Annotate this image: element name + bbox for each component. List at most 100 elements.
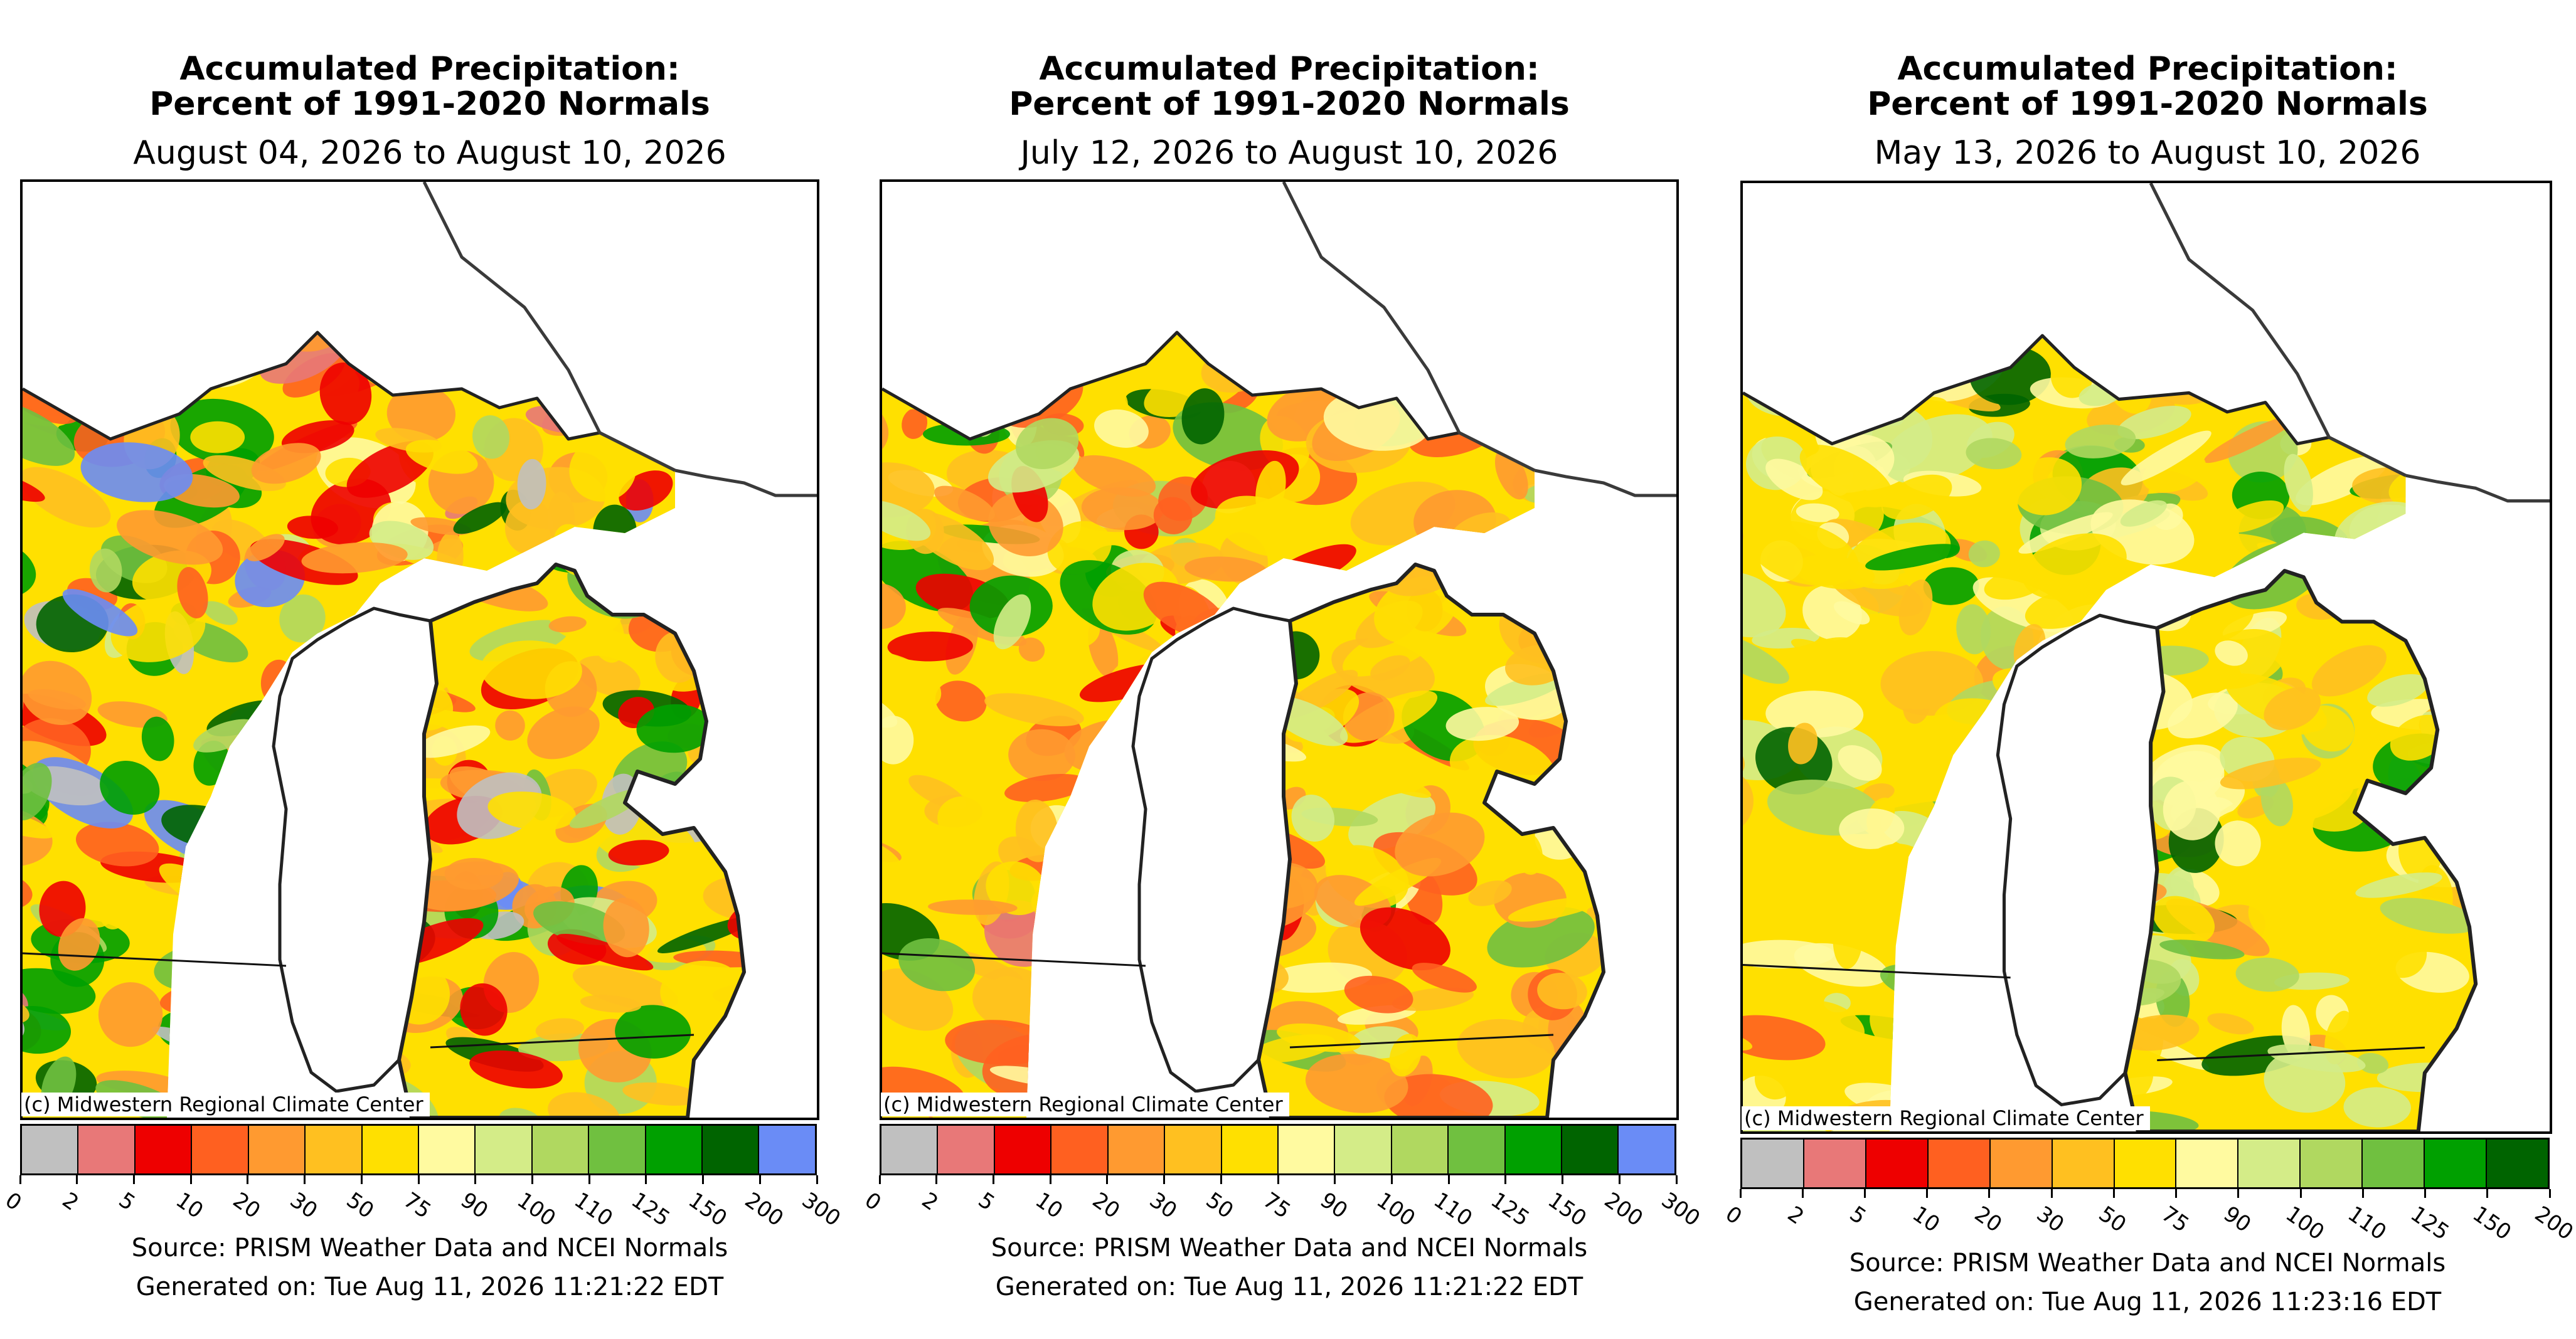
legend-swatch (2363, 1140, 2425, 1187)
legend-tick-label: 150 (2467, 1201, 2516, 1246)
coastline (23, 182, 817, 1118)
legend-tick-mark (758, 1175, 761, 1184)
legend-tick-mark (1049, 1175, 1051, 1184)
color-scale-bar (880, 1124, 1676, 1175)
legend-tick-label: 90 (2218, 1201, 2256, 1238)
panel-title-line2: Percent of 1991-2020 Normals (149, 85, 710, 123)
legend-swatch (938, 1126, 995, 1173)
legend-tick-label: 150 (683, 1187, 732, 1232)
legend-tick-mark (304, 1175, 306, 1184)
legend-swatch (646, 1126, 703, 1173)
legend-tick-mark (474, 1175, 477, 1184)
color-scale-labels: 0 2 5 10 20 30 50 75 90 100 110 125 150 200 300 (1, 1175, 845, 1238)
legend-tick-mark (1334, 1175, 1336, 1184)
legend-tick-label: 5 (114, 1187, 140, 1216)
generated-timestamp: Generated on: Tue Aug 11, 2026 11:21:22 … (136, 1273, 724, 1301)
legend-swatch (306, 1126, 363, 1173)
map-credit: (c) Midwestern Regional Climate Center (1742, 1106, 2150, 1130)
legend-swatch (2238, 1140, 2301, 1187)
legend-tick-label: 100 (513, 1187, 561, 1232)
legend-tick-label: 30 (285, 1187, 322, 1224)
legend-swatch (2176, 1140, 2239, 1187)
legend-tick-mark (1675, 1175, 1678, 1184)
generated-timestamp: Generated on: Tue Aug 11, 2026 11:23:16 … (1853, 1288, 2442, 1316)
legend-tick-mark (360, 1175, 363, 1184)
legend-tick-label: 0 (860, 1187, 886, 1216)
legend-tick-label: 2 (917, 1187, 943, 1216)
legend-tick-mark (1562, 1175, 1564, 1184)
legend-tick-label: 2 (57, 1187, 83, 1216)
color-scale-bar (1740, 1138, 2550, 1189)
legend-tick-label: 50 (342, 1187, 379, 1224)
legend-tick-mark (1618, 1175, 1621, 1184)
legend-swatch (1165, 1126, 1222, 1173)
map-panel-3: Accumulated Precipitation: Percent of 19… (1719, 0, 2576, 1339)
legend-swatch (1619, 1126, 1674, 1173)
legend-tick-label: 50 (1201, 1187, 1238, 1224)
legend-tick-label: 125 (1486, 1187, 1534, 1232)
legend-tick-mark (2486, 1189, 2489, 1198)
legend-swatch (994, 1126, 1052, 1173)
legend-tick-label: 20 (1969, 1201, 2007, 1238)
legend-tick-label: 0 (1720, 1201, 1747, 1230)
legend-tick-mark (189, 1175, 192, 1184)
legend-swatch (1990, 1140, 2053, 1187)
legend-tick-mark (1447, 1175, 1450, 1184)
legend-tick-label: 200 (1600, 1187, 1648, 1232)
legend-tick-label: 90 (1315, 1187, 1352, 1224)
panel-title-line1: Accumulated Precipitation: (1897, 50, 2398, 88)
legend-swatch (1505, 1126, 1563, 1173)
coastline (1743, 183, 2550, 1131)
legend-tick-label: 110 (569, 1187, 618, 1232)
legend-swatch (2114, 1140, 2177, 1187)
legend-swatch (1051, 1126, 1109, 1173)
legend-tick-mark (816, 1175, 818, 1184)
legend-swatch (532, 1126, 590, 1173)
legend-tick-mark (1988, 1189, 1991, 1198)
legend-swatch (22, 1126, 79, 1173)
legend-tick-label: 200 (2530, 1201, 2576, 1246)
date-range: May 13, 2026 to August 10, 2026 (1874, 134, 2421, 172)
legend-tick-label: 2 (1782, 1201, 1809, 1230)
legend-tick-mark (1163, 1175, 1166, 1184)
legend-tick-mark (76, 1175, 78, 1184)
color-scale-labels: 0 2 5 10 20 30 50 75 90 100 110 125 150 200 (1721, 1189, 2576, 1252)
map-panel-1: Accumulated Precipitation: Percent of 19… (0, 0, 860, 1339)
legend-tick-mark (1801, 1189, 1804, 1198)
legend-tick-mark (531, 1175, 533, 1184)
state-lines (23, 952, 695, 1049)
legend-tick-mark (1277, 1175, 1279, 1184)
legend-swatch (881, 1126, 939, 1173)
legend-tick-label: 125 (626, 1187, 674, 1232)
precip-map-graphic (1743, 183, 2550, 1131)
precip-map (1740, 181, 2552, 1134)
legend-tick-mark (588, 1175, 590, 1184)
legend-tick-mark (2548, 1189, 2551, 1198)
legend-tick-label: 110 (2343, 1201, 2392, 1246)
legend-tick-label: 10 (1030, 1187, 1068, 1224)
precip-map-graphic (23, 182, 817, 1118)
legend-swatch (2052, 1140, 2115, 1187)
map-credit: (c) Midwestern Regional Climate Center (21, 1093, 430, 1116)
legend-tick-label: 100 (2281, 1201, 2329, 1246)
date-range: August 04, 2026 to August 10, 2026 (133, 134, 726, 172)
legend-tick-label: 0 (0, 1187, 26, 1216)
source-note: Source: PRISM Weather Data and NCEI Norm… (131, 1234, 728, 1262)
legend-tick-label: 200 (740, 1187, 789, 1232)
legend-swatch (1221, 1126, 1279, 1173)
color-scale-bar (20, 1124, 817, 1175)
legend-swatch (2301, 1140, 2363, 1187)
legend-swatch (135, 1126, 193, 1173)
color-scale-labels: 0 2 5 10 20 30 50 75 90 100 110 125 150 200 300 (860, 1175, 1705, 1238)
legend-tick-mark (1504, 1175, 1507, 1184)
legend-tick-mark (935, 1175, 938, 1184)
legend-tick-label: 30 (1144, 1187, 1181, 1224)
legend-swatch (2487, 1140, 2548, 1187)
legend-swatch (703, 1126, 760, 1173)
legend-tick-mark (2175, 1189, 2178, 1198)
legend-tick-label: 50 (2094, 1201, 2131, 1238)
legend-tick-mark (2237, 1189, 2240, 1198)
legend-swatch (362, 1126, 419, 1173)
legend-swatch (759, 1126, 815, 1173)
source-note: Source: PRISM Weather Data and NCEI Norm… (1849, 1249, 2446, 1278)
